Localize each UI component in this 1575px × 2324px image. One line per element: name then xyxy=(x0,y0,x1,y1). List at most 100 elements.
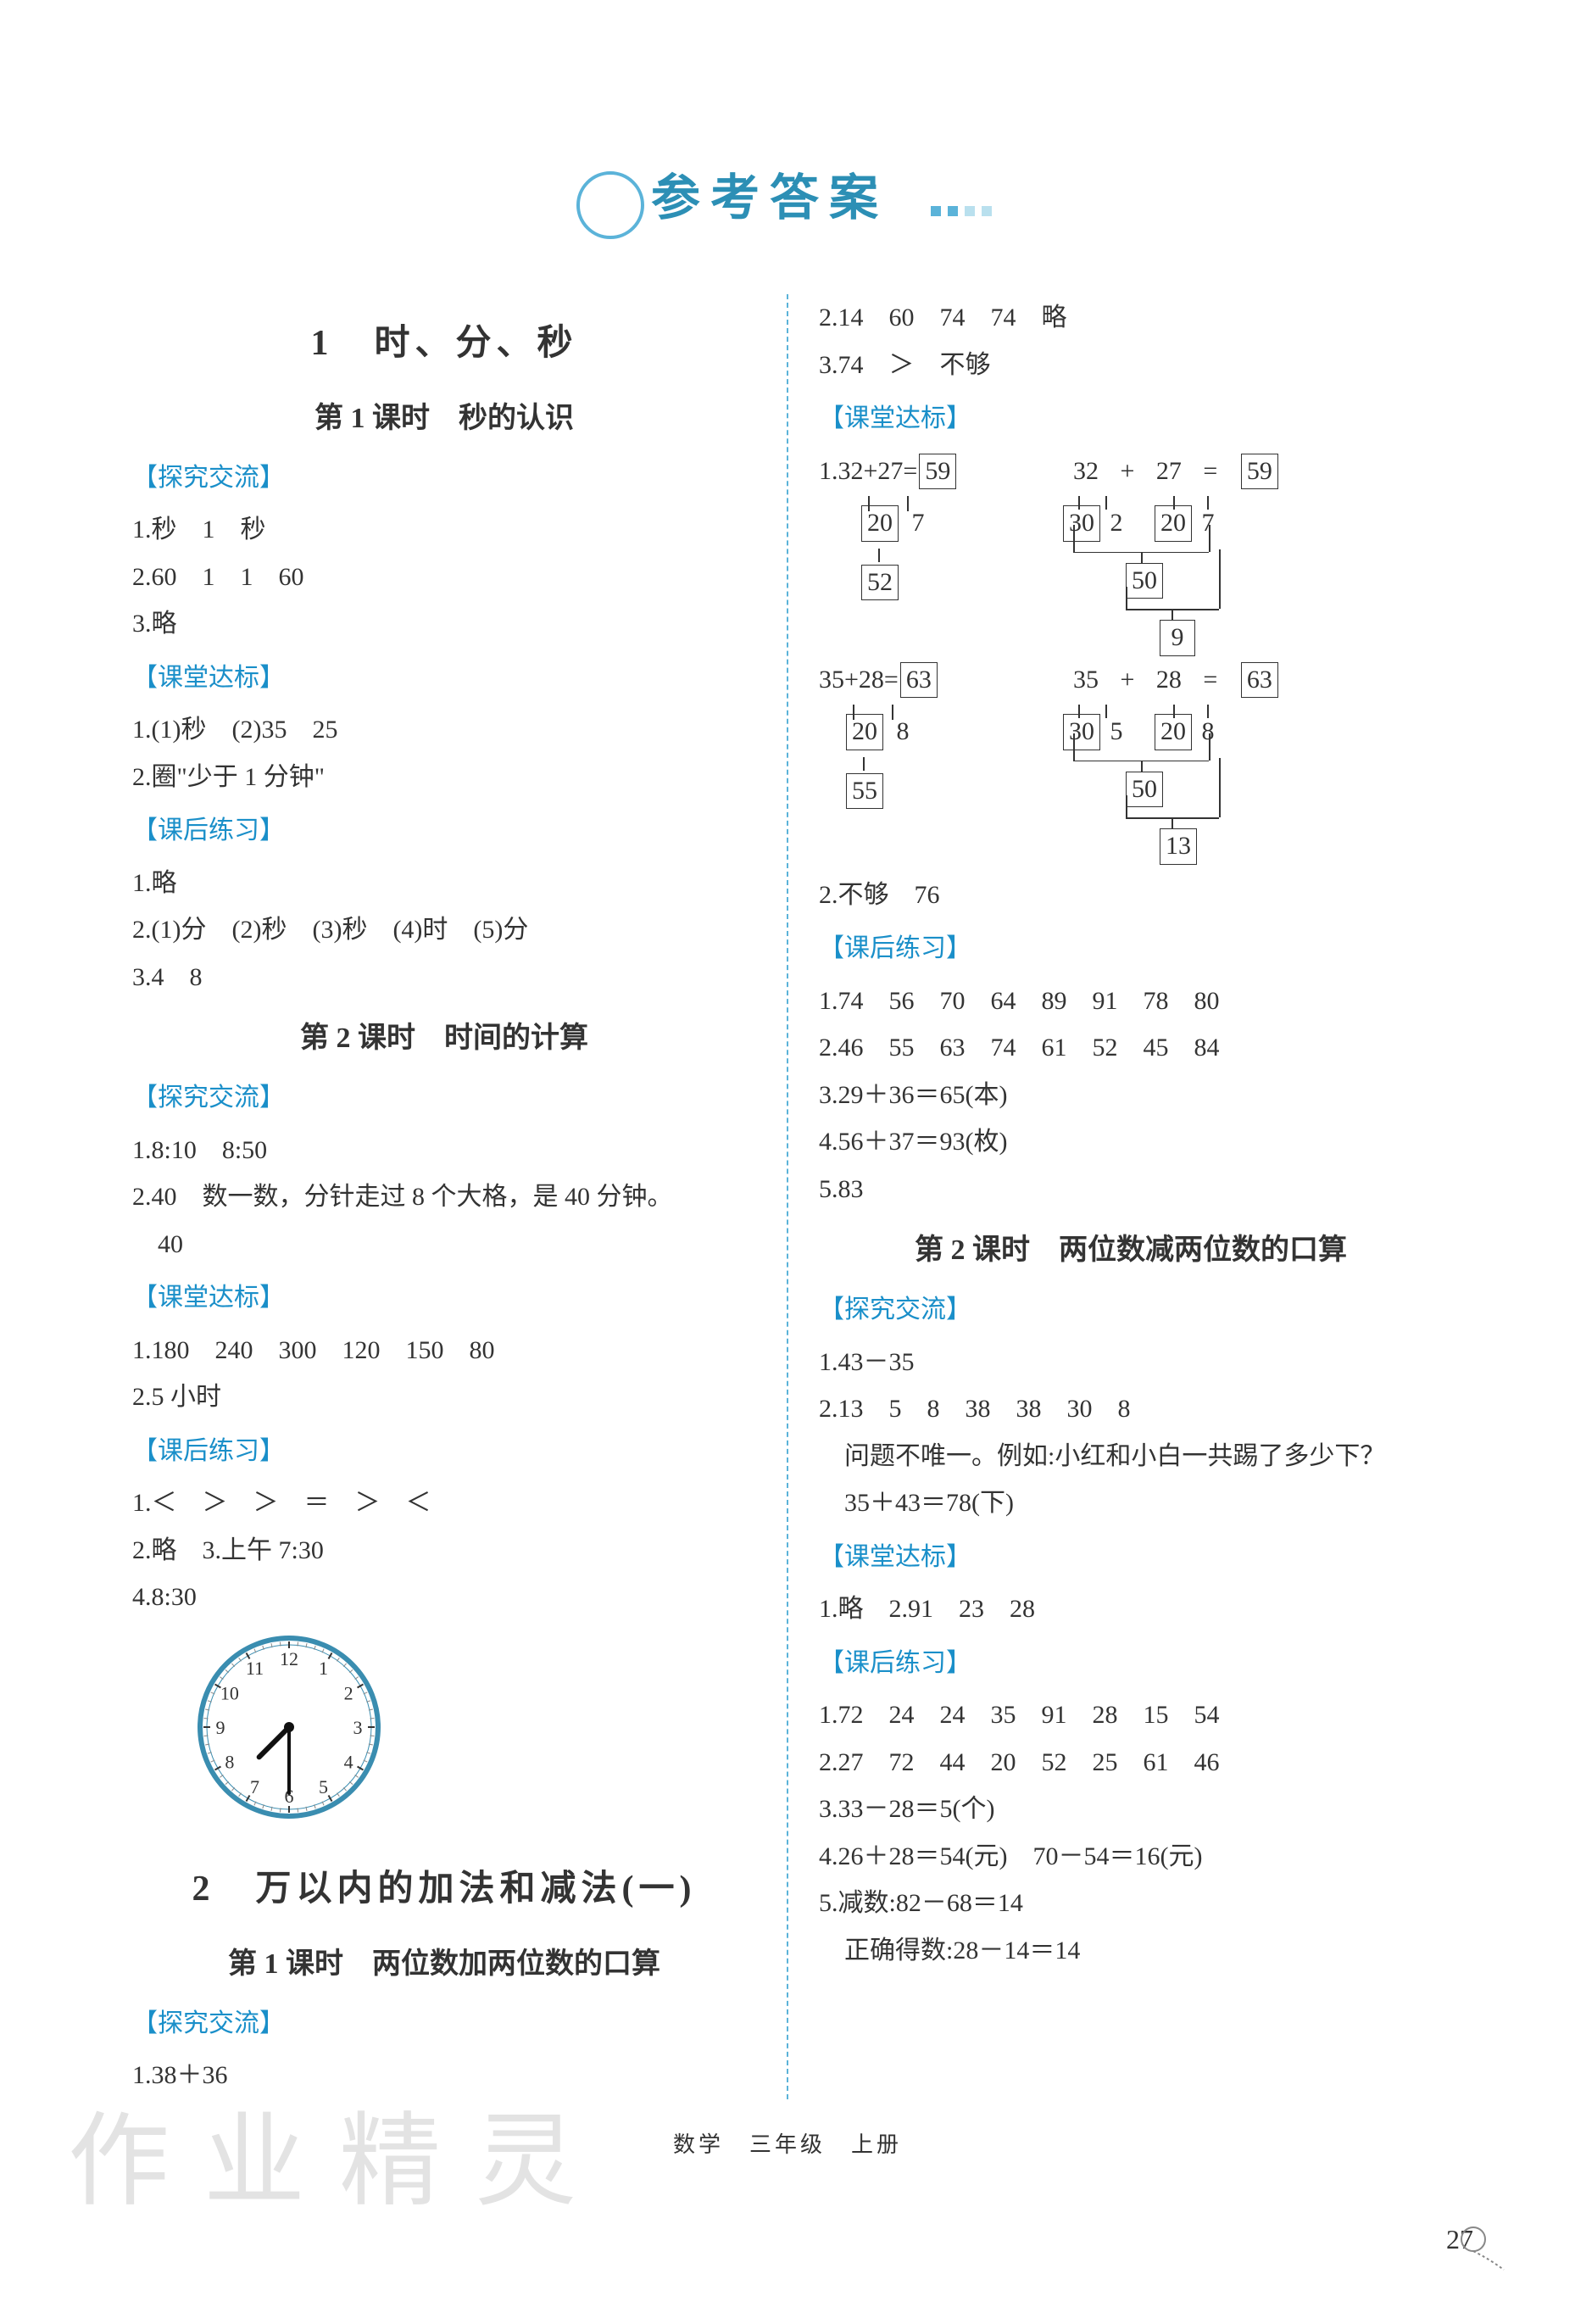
section-head-tan: 【探究交流】 xyxy=(132,1074,756,1122)
svg-text:11: 11 xyxy=(246,1658,264,1679)
answer-line: 4.56＋37＝93(枚) xyxy=(819,1118,1443,1166)
page-number-swirl-icon xyxy=(1456,2222,1507,2273)
answer-line: 3.74 ＞ 不够 xyxy=(819,342,1443,389)
chapter-1-title: 1 时、分、秒 xyxy=(132,311,756,377)
svg-text:2: 2 xyxy=(344,1682,353,1703)
section-head-ke: 【课堂达标】 xyxy=(819,1534,1443,1581)
diag-box: 13 xyxy=(1160,828,1197,865)
answer-line: 1.74 56 70 64 89 91 78 80 xyxy=(819,978,1443,1025)
answer-line: 2.46 55 63 74 61 52 45 84 xyxy=(819,1024,1443,1072)
ch1-lesson2-title: 第 2 课时 时间的计算 xyxy=(132,1012,756,1066)
answer-line: 2.13 5 8 38 38 30 8 xyxy=(819,1385,1443,1433)
answer-line: 1.38＋36 xyxy=(132,2052,756,2099)
answer-line: 3.29＋36＝65(本) xyxy=(819,1072,1443,1119)
page-title: 参考答案 xyxy=(626,153,914,243)
answer-line: 4.26＋28＝54(元) 70－54＝16(元) xyxy=(819,1833,1443,1881)
diag-box: 30 xyxy=(1063,505,1100,542)
section-head-hou: 【课后练习】 xyxy=(132,1428,756,1475)
diag-val: 8 xyxy=(897,717,910,745)
answer-line: 1.43－35 xyxy=(819,1339,1443,1386)
left-column: 1 时、分、秒 第 1 课时 秒的认识 【探究交流】 1.秒 1 秒 2.60 … xyxy=(102,294,788,2099)
section-head-tan: 【探究交流】 xyxy=(132,2000,756,2048)
diag-box: 50 xyxy=(1126,563,1163,599)
svg-text:4: 4 xyxy=(344,1751,353,1772)
svg-text:12: 12 xyxy=(280,1648,298,1669)
section-head-hou: 【课后练习】 xyxy=(819,1640,1443,1687)
diag-val: 8 xyxy=(1202,717,1215,745)
section-head-ke: 【课堂达标】 xyxy=(132,1274,756,1322)
answer-line: 1.略 2.91 23 28 xyxy=(819,1586,1443,1633)
diag-box: 20 xyxy=(1155,714,1192,750)
diag-box: 20 xyxy=(861,505,899,542)
diag-box: 63 xyxy=(900,662,938,699)
answer-line: 1.72 24 24 35 91 28 15 54 xyxy=(819,1691,1443,1739)
diag-val: + xyxy=(1121,666,1135,694)
diag-box: 52 xyxy=(861,565,899,601)
diag-val: 7 xyxy=(1202,509,1215,537)
chapter-2-title: 2 万以内的加法和减法(一) xyxy=(132,1857,756,1923)
diag-val: 5 xyxy=(1110,717,1123,745)
answer-line: 问题不唯一。例如:小红和小白一共踢了多少下？ xyxy=(819,1433,1443,1480)
diag-val: 2 xyxy=(1110,509,1123,537)
ch2-lesson2-title: 第 2 课时 两位数减两位数的口算 xyxy=(819,1224,1443,1278)
clock-icon: 123456789101112 xyxy=(192,1630,387,1825)
answer-line: 1.略 xyxy=(132,860,756,907)
answer-line: 2.27 72 44 20 52 25 61 46 xyxy=(819,1739,1443,1786)
diag-prefix: 1. xyxy=(819,457,838,485)
answer-line: 1.秒 1 秒 xyxy=(132,506,756,554)
section-head-hou: 【课后练习】 xyxy=(819,925,1443,973)
title-dots-deco xyxy=(931,185,999,232)
diag-val: 7 xyxy=(912,509,925,537)
section-head-ke: 【课堂达标】 xyxy=(132,655,756,702)
clock-diagram: 123456789101112 xyxy=(192,1630,756,1841)
svg-text:7: 7 xyxy=(250,1776,259,1797)
answer-line: 正确得数:28－14＝14 xyxy=(819,1927,1443,1975)
diag-box: 59 xyxy=(919,454,956,490)
answer-line: 3.4 8 xyxy=(132,954,756,1001)
answer-line: 2.60 1 1 60 xyxy=(132,554,756,601)
right-column: 2.14 60 74 74 略 3.74 ＞ 不够 【课堂达标】 1.32+27… xyxy=(788,294,1473,2099)
answer-line: 2.14 60 74 74 略 xyxy=(819,294,1443,342)
answer-line: 35＋43＝78(下) xyxy=(819,1480,1443,1527)
answer-line: 2.圈"少于 1 分钟" xyxy=(132,754,756,801)
svg-text:8: 8 xyxy=(225,1751,234,1772)
diag-box: 9 xyxy=(1160,620,1195,656)
answer-line: 3.33－28＝5(个) xyxy=(819,1786,1443,1833)
diag-expr: 32+27= xyxy=(838,457,918,485)
diag-val: = xyxy=(1203,457,1217,485)
section-head-ke: 【课堂达标】 xyxy=(819,395,1443,443)
answer-line: 4.8:30 xyxy=(132,1574,756,1621)
answer-line: 2.(1)分 (2)秒 (3)秒 (4)时 (5)分 xyxy=(132,906,756,954)
diag-box: 63 xyxy=(1241,662,1278,699)
diag-box: 59 xyxy=(1241,454,1278,490)
answer-line: 2.略 3.上午 7:30 xyxy=(132,1527,756,1574)
diag-val: 32 xyxy=(1073,457,1099,485)
diag-val: 35 xyxy=(1073,666,1099,694)
svg-text:3: 3 xyxy=(353,1717,363,1738)
answer-line: 1.(1)秒 (2)35 25 xyxy=(132,706,756,754)
diag-expr: 35+28= xyxy=(819,666,899,694)
page-footer: 数学 三年级 上册 xyxy=(102,2125,1473,2165)
answer-line: 2.不够 76 xyxy=(819,872,1443,919)
svg-text:10: 10 xyxy=(220,1682,239,1703)
diag-box: 55 xyxy=(846,773,883,810)
svg-text:1: 1 xyxy=(319,1658,328,1679)
answer-line: 1.8:10 8:50 xyxy=(132,1127,756,1174)
split-addition-diagrams: 1.32+27=59 20 7 52 32 xyxy=(819,448,1443,860)
section-head-tan: 【探究交流】 xyxy=(132,454,756,502)
answer-line: 1.＜ ＞ ＞ ＝ ＞ ＜ xyxy=(132,1480,756,1527)
diag-box: 20 xyxy=(846,714,883,750)
page-title-container: 参考答案 xyxy=(102,153,1473,243)
answer-line: 40 xyxy=(132,1221,756,1268)
answer-line: 2.40 数一数，分针走过 8 个大格，是 40 分钟。 xyxy=(132,1173,756,1221)
diag-val: 27 xyxy=(1156,457,1182,485)
diag-box: 20 xyxy=(1155,505,1192,542)
svg-text:5: 5 xyxy=(319,1776,328,1797)
diag-box: 30 xyxy=(1063,714,1100,750)
section-head-tan: 【探究交流】 xyxy=(819,1286,1443,1334)
diag-val: + xyxy=(1121,457,1135,485)
ch2-lesson1-title: 第 1 课时 两位数加两位数的口算 xyxy=(132,1938,756,1992)
answer-line: 5.减数:82－68＝14 xyxy=(819,1880,1443,1927)
ch1-lesson1-title: 第 1 课时 秒的认识 xyxy=(132,393,756,446)
diag-box: 50 xyxy=(1126,772,1163,808)
